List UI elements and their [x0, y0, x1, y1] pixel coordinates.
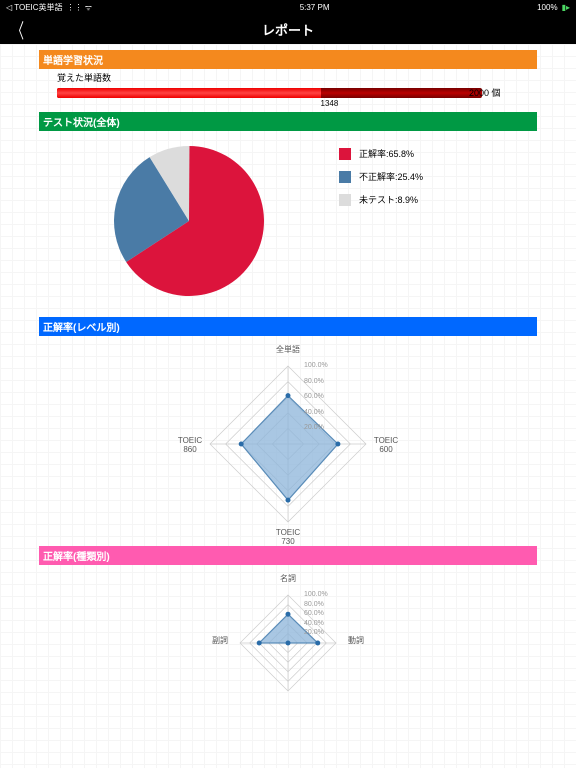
page-title: レポート: [262, 20, 314, 39]
back-app-indicator[interactable]: ◁ TOEIC英単語: [6, 2, 63, 13]
section-accuracy-type: 正解率(種類別) 名詞動詞副詞100.0%80.0%60.0%40.0%20.0…: [39, 546, 537, 705]
section-accuracy-level: 正解率(レベル別) 全単語TOEIC600TOEIC730TOEIC860100…: [39, 317, 537, 536]
battery-pct: 100%: [537, 3, 557, 12]
progress-max: 2000 個: [469, 86, 501, 99]
radar-chart-type: 名詞動詞副詞100.0%80.0%60.0%40.0%20.0%: [39, 565, 537, 705]
nav-bar: 〈 レポート: [0, 14, 576, 44]
back-button[interactable]: 〈: [12, 15, 24, 44]
section-test-overall: テスト状況(全体) 正解率:65.8%不正解率:25.4%未テスト:8.9%: [39, 112, 537, 307]
wifi-icon: ⋮⋮ ᯤ: [67, 2, 93, 13]
section-vocab-status: 単語学習状況 覚えた単語数 2000 個 1348: [39, 50, 537, 102]
section-header: 正解率(レベル別): [39, 317, 537, 336]
section-header: 単語学習状況: [39, 50, 537, 69]
status-time: 5:37 PM: [300, 3, 330, 12]
radar-chart-level: 全単語TOEIC600TOEIC730TOEIC860100.0%80.0%60…: [39, 336, 537, 536]
pie-chart: [109, 141, 269, 301]
section-header: テスト状況(全体): [39, 112, 537, 131]
progress-bar: 2000 個 1348: [57, 88, 519, 102]
battery-icon: ▮▸: [562, 3, 570, 12]
section-header: 正解率(種類別): [39, 546, 537, 565]
content-area: 単語学習状況 覚えた単語数 2000 個 1348 テスト状況(全体) 正解率:…: [0, 44, 576, 768]
progress-value: 1348: [321, 99, 339, 108]
status-bar: ◁ TOEIC英単語 ⋮⋮ ᯤ 5:37 PM 100% ▮▸: [0, 0, 576, 14]
subtitle: 覚えた単語数: [39, 69, 537, 86]
pie-legend: 正解率:65.8%不正解率:25.4%未テスト:8.9%: [339, 141, 537, 301]
